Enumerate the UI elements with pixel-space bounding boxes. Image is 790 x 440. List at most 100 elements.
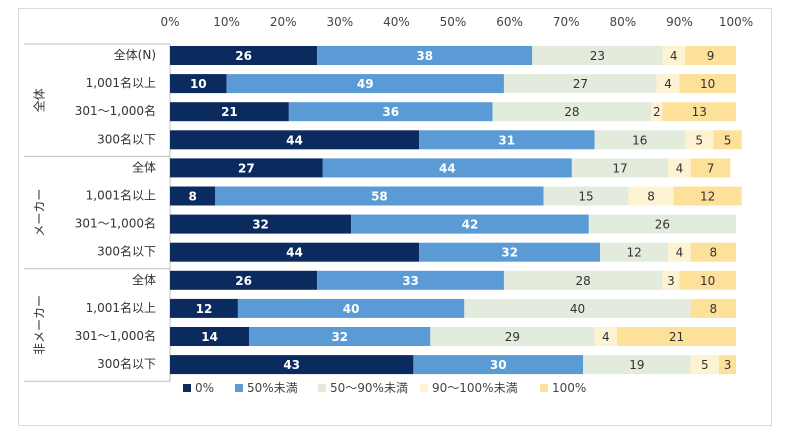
data-label: 4: [676, 246, 684, 260]
data-label: 10: [190, 77, 207, 91]
data-label: 38: [416, 49, 433, 63]
data-label: 32: [331, 330, 348, 344]
data-label: 12: [626, 246, 641, 260]
bar-segment: [532, 46, 663, 65]
data-label: 19: [629, 358, 644, 372]
data-label: 21: [669, 330, 684, 344]
bar-segment: [673, 186, 742, 206]
bar-segment: [594, 327, 618, 346]
x-tick-label: 100%: [719, 15, 753, 29]
category-label: 300名以下: [97, 356, 156, 371]
bar-segment: [170, 74, 227, 94]
data-label: 42: [462, 218, 479, 232]
data-label: 4: [664, 77, 672, 91]
bar-segment: [690, 355, 720, 375]
data-label: 44: [286, 246, 303, 260]
data-label: 44: [439, 161, 456, 175]
group-label: 全体: [32, 88, 47, 112]
data-label: 2: [653, 105, 661, 119]
data-label: 30: [490, 358, 507, 372]
category-label: 1,001名以上: [86, 75, 156, 90]
data-label: 49: [357, 77, 374, 91]
bar-segment: [594, 130, 686, 150]
legend-swatch: [318, 384, 326, 392]
bar-segment: [685, 130, 714, 150]
category-label: 301～1,000名: [75, 328, 156, 343]
x-tick-label: 50%: [440, 15, 467, 29]
data-label: 4: [602, 330, 610, 344]
data-label: 4: [676, 161, 684, 175]
data-label: 12: [700, 190, 715, 204]
legend-label: 0%: [195, 381, 214, 395]
x-tick-label: 10%: [213, 15, 240, 29]
legend-label: 50%未満: [247, 381, 298, 395]
category-label: 1,001名以上: [86, 300, 156, 315]
bar-segment: [690, 298, 736, 318]
data-label: 32: [252, 218, 269, 232]
bar-segment: [503, 270, 663, 290]
bar-segment: [317, 270, 504, 290]
bar-segment: [249, 327, 431, 346]
bar-segment: [543, 186, 629, 206]
data-label: 43: [283, 358, 300, 372]
bar-segment: [571, 158, 669, 178]
bar-segment: [170, 158, 323, 178]
bar-segment: [503, 74, 657, 94]
bar-segment: [430, 327, 595, 346]
data-label: 17: [612, 161, 627, 175]
bar-segment: [170, 327, 250, 346]
bar-segment: [651, 102, 663, 122]
x-tick-label: 70%: [553, 15, 580, 29]
data-label: 5: [724, 133, 732, 147]
bar-segment: [226, 74, 504, 94]
bar-segment: [170, 130, 420, 150]
bar-segment: [413, 355, 584, 375]
data-label: 44: [286, 133, 303, 147]
legend-label: 50～90%未満: [330, 381, 408, 395]
data-label: 27: [238, 161, 255, 175]
bar-segment: [588, 214, 736, 234]
bar-segment: [170, 270, 318, 290]
bar-segment: [617, 327, 736, 346]
x-tick-label: 0%: [160, 15, 179, 29]
data-label: 9: [707, 49, 715, 63]
legend-swatch: [420, 384, 428, 392]
data-label: 16: [632, 133, 647, 147]
bar-segment: [419, 242, 601, 262]
bar-segment: [170, 186, 216, 206]
legend-swatch: [235, 384, 243, 392]
category-label: 301～1,000名: [75, 103, 156, 118]
x-tick-label: 80%: [609, 15, 636, 29]
bar-segment: [656, 74, 680, 94]
data-label: 5: [701, 358, 709, 372]
data-label: 28: [576, 274, 591, 288]
data-label: 4: [670, 49, 678, 63]
data-label: 21: [221, 105, 238, 119]
bar-segment: [668, 158, 691, 178]
bar-segment: [464, 298, 691, 318]
group-label: メーカー: [33, 189, 47, 237]
data-label: 40: [343, 302, 360, 316]
x-tick-label: 60%: [496, 15, 523, 29]
bar-segment: [690, 158, 731, 178]
bar-segment: [668, 242, 691, 262]
data-label: 29: [505, 330, 520, 344]
category-label: 301～1,000名: [75, 216, 156, 231]
bar-segment: [237, 298, 465, 318]
bar-segment: [215, 186, 544, 206]
bar-segment: [662, 270, 680, 290]
data-label: 31: [498, 133, 515, 147]
data-label: 7: [707, 161, 715, 175]
group-label: 非メーカー: [33, 295, 47, 355]
data-label: 26: [235, 49, 252, 63]
bar-segment: [317, 46, 533, 65]
bar-segment: [170, 242, 420, 262]
bar-segment: [170, 355, 414, 375]
data-label: 13: [692, 105, 707, 119]
category-label: 全体: [132, 159, 156, 174]
category-label: 全体: [132, 272, 156, 287]
data-label: 14: [201, 330, 218, 344]
x-tick-label: 20%: [270, 15, 297, 29]
bar-segment: [583, 355, 691, 375]
bar-segment: [288, 102, 493, 122]
